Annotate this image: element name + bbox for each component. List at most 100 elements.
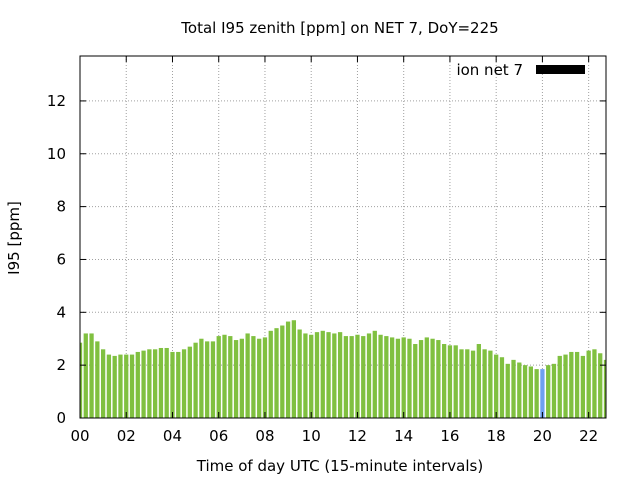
bar [297,329,302,418]
bar [332,333,337,418]
bar [129,354,135,418]
y-tick-label: 2 [56,356,66,374]
x-tick-label: 12 [348,427,367,445]
bar [314,332,320,418]
bar [95,341,100,418]
bar [459,349,464,418]
bar [395,338,401,418]
bar [343,336,349,418]
bar [569,351,574,418]
x-tick-label: 02 [117,427,136,445]
bar [470,350,476,418]
bar [436,340,441,418]
bar [517,362,522,418]
bar [124,354,129,418]
x-axis-label: Time of day UTC (15-minute intervals) [196,457,483,475]
bar [546,365,551,418]
bar [141,350,146,418]
bar [135,351,140,418]
bar [181,349,187,418]
bar [216,336,221,418]
bar [505,363,510,418]
bar [580,355,586,418]
bar [361,336,366,418]
bar [222,334,227,418]
x-tick-label: 10 [302,427,321,445]
bar [603,359,606,418]
bar [384,336,389,418]
bar [309,334,314,418]
y-axis-label: I95 [ppm] [5,201,23,275]
bar [89,333,94,418]
bar [551,363,557,418]
bar [453,345,458,418]
bar [476,344,481,418]
bar [366,333,372,418]
bar [158,347,164,418]
bar [274,328,279,418]
bar [534,369,539,418]
bar [268,330,273,418]
bar [153,349,158,418]
bar [106,354,112,418]
bar [511,359,516,418]
plot-frame [79,55,607,419]
bar [494,354,499,418]
bar [574,351,580,418]
grid-layer [80,56,606,418]
y-tick-label: 10 [47,145,66,163]
bar [280,325,285,418]
bar [389,337,395,418]
bar [586,350,591,418]
bar [83,333,88,418]
bar [291,320,297,418]
bar [80,342,83,418]
bar [257,338,262,418]
bar [112,355,117,418]
bar [488,350,493,418]
bar [320,330,325,418]
legend: ion net 7 [456,61,585,79]
x-tick-label: 06 [209,427,228,445]
bar [262,337,268,418]
y-tick-label: 4 [56,303,66,321]
bar [245,333,250,418]
legend-swatch [536,65,585,74]
bar [233,340,239,418]
bar [193,342,198,418]
x-tick-label: 00 [70,427,89,445]
bar [418,340,424,418]
bar [187,346,192,418]
x-tick-label: 08 [255,427,274,445]
bar [118,354,123,418]
y-tick-label: 8 [56,198,66,216]
bar [413,344,418,418]
y-tick-label: 0 [56,409,66,427]
bar [205,341,210,418]
bar [528,366,533,418]
y-tick-label: 12 [47,92,66,110]
bar [540,369,545,418]
bar [303,333,308,418]
bar [401,337,406,418]
bar [442,344,447,418]
bar [378,334,383,418]
bars-layer [80,320,606,418]
x-tick-label: 18 [487,427,506,445]
x-tick-label: 20 [533,427,552,445]
bar [164,347,169,418]
x-tick-label: 14 [394,427,413,445]
bar [465,349,470,418]
bar [557,355,562,418]
x-tick-label: 04 [163,427,182,445]
bar [430,338,435,418]
bar [210,341,216,418]
bar [100,349,106,418]
bar [592,349,597,418]
bar [170,351,175,418]
bar [251,336,256,418]
bar [349,336,354,418]
bar [285,321,291,418]
